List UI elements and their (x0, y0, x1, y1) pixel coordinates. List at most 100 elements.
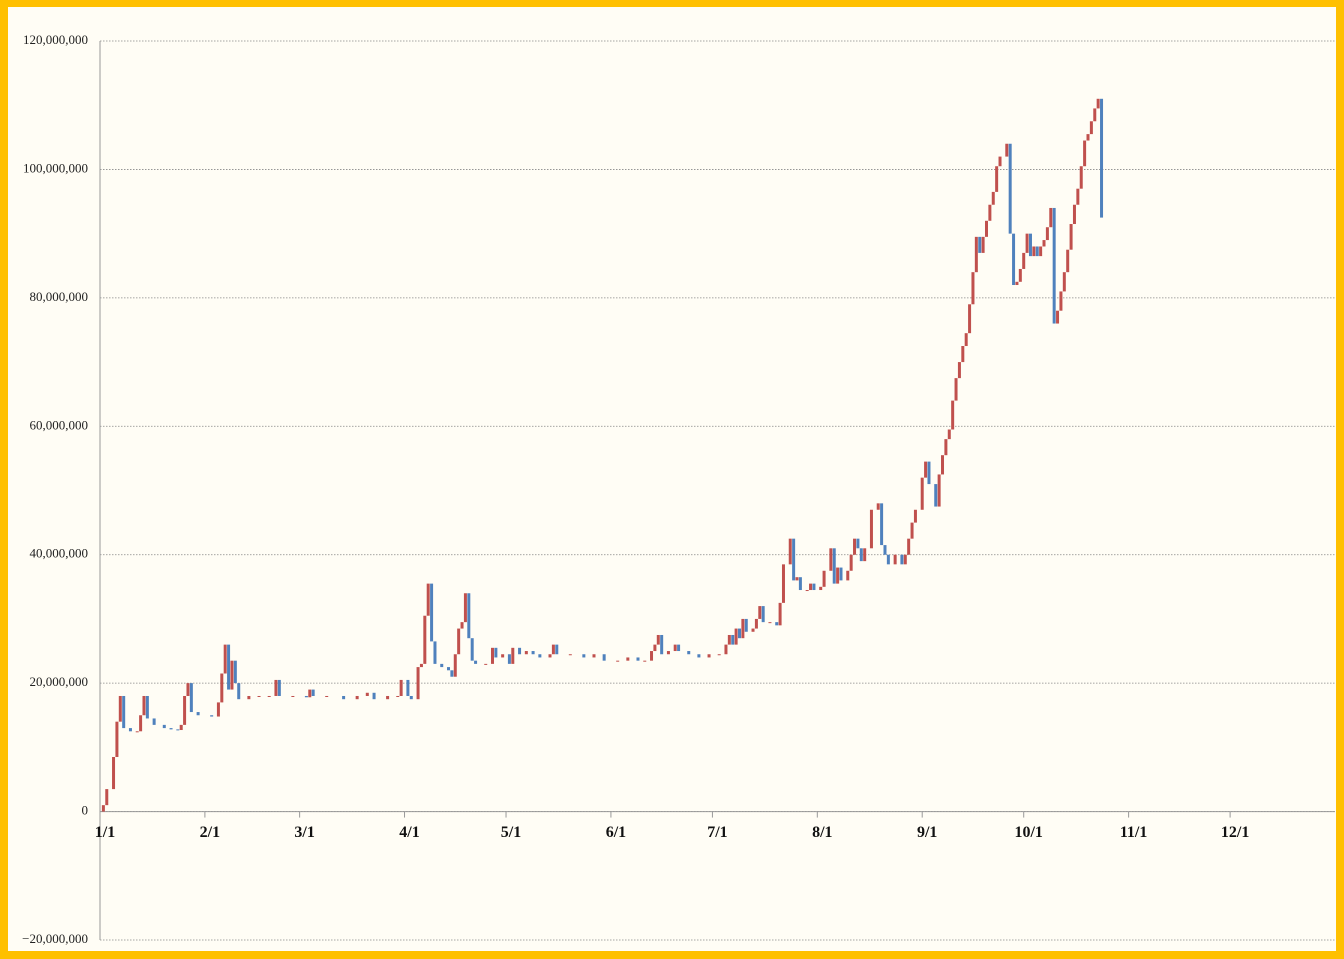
bar (1069, 224, 1073, 250)
bar (836, 567, 840, 584)
bar (115, 721, 119, 757)
bar (196, 712, 200, 716)
bar (964, 333, 968, 347)
bar (856, 538, 860, 549)
bar (386, 695, 390, 700)
bar (744, 618, 748, 632)
bar (145, 695, 149, 719)
bar (372, 692, 376, 700)
bar (876, 503, 880, 510)
bar (957, 362, 961, 379)
bar (183, 695, 187, 725)
bar (677, 644, 681, 652)
y-tick-label: −20,000,000 (22, 931, 88, 946)
bar (277, 679, 281, 696)
bar (978, 236, 982, 253)
bar (998, 156, 1002, 167)
bar (941, 455, 945, 475)
bar (291, 695, 295, 697)
bar (1005, 143, 1009, 157)
bar (660, 634, 664, 655)
bar (304, 695, 308, 698)
bar (758, 606, 762, 619)
bar (1076, 188, 1080, 205)
bar (450, 670, 454, 677)
bar (507, 654, 511, 664)
bar (1089, 121, 1093, 135)
bar (883, 545, 887, 555)
bar (139, 715, 143, 732)
bar (761, 606, 765, 623)
x-tick-label: 5/1 (501, 824, 521, 841)
bar (974, 236, 978, 273)
bar (819, 586, 823, 591)
bar (582, 654, 586, 658)
bar (118, 695, 122, 722)
bar (342, 695, 346, 700)
bar (754, 618, 758, 629)
bar (863, 548, 867, 562)
bar (1096, 98, 1100, 109)
bar (687, 651, 691, 655)
bar (257, 695, 261, 697)
y-tick-label: 20,000,000 (30, 674, 89, 689)
plot-background (8, 7, 1336, 951)
bar (981, 236, 985, 253)
bar (396, 695, 400, 697)
x-tick-label: 7/1 (707, 824, 727, 841)
bar (447, 667, 451, 671)
bar (1028, 233, 1032, 257)
bar (775, 622, 779, 626)
bar (643, 660, 647, 662)
bar (518, 647, 522, 655)
bar (616, 660, 620, 662)
bar (538, 654, 542, 658)
bar (995, 166, 999, 192)
bar (1045, 227, 1049, 241)
y-tick-label: 40,000,000 (30, 546, 89, 561)
bar (1035, 246, 1039, 257)
bar (1072, 204, 1076, 225)
bar (501, 654, 505, 658)
y-tick-label: 100,000,000 (23, 160, 88, 175)
bar (927, 461, 931, 485)
bar (880, 503, 884, 546)
bar (737, 628, 741, 639)
bar (122, 695, 126, 729)
bar (839, 567, 843, 581)
x-tick-label: 8/1 (812, 824, 832, 841)
bar (426, 583, 430, 616)
bar (788, 538, 792, 565)
bar (233, 660, 237, 684)
bar (406, 679, 410, 696)
bar (1093, 108, 1097, 122)
bar (853, 538, 857, 555)
bar (169, 728, 173, 730)
bar (650, 651, 654, 661)
bar (1083, 140, 1087, 167)
bar (907, 538, 911, 555)
bar (105, 789, 109, 806)
bar (101, 805, 105, 812)
bar (399, 679, 403, 696)
bar (947, 429, 951, 440)
bar (991, 191, 995, 205)
bar (1056, 310, 1060, 324)
y-tick-label: 0 (82, 803, 89, 818)
bar (778, 602, 782, 626)
bar (731, 634, 735, 645)
bar (1042, 240, 1046, 247)
bar (920, 477, 924, 510)
bar (409, 695, 413, 700)
bar (463, 593, 467, 623)
bar (822, 570, 826, 587)
x-tick-label: 10/1 (1014, 824, 1042, 841)
bar (548, 654, 552, 658)
bar (812, 583, 816, 591)
bar (112, 756, 116, 790)
bar (1062, 272, 1066, 292)
bar (484, 663, 488, 665)
bar (524, 651, 528, 655)
bar (152, 718, 156, 725)
